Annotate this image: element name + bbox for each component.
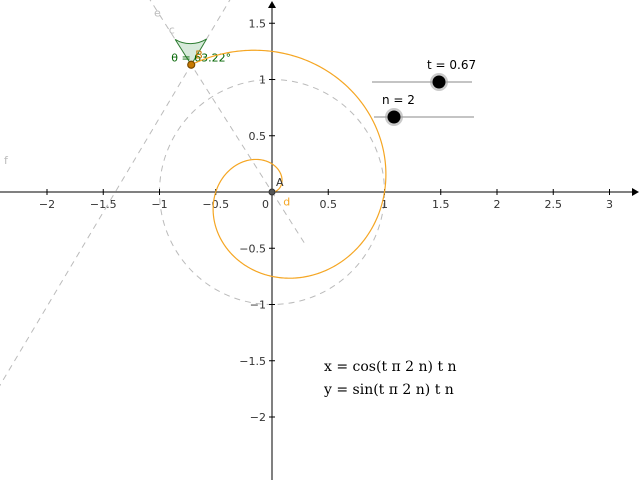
line-label-e: e bbox=[154, 6, 161, 19]
point-a-label: A bbox=[276, 176, 284, 189]
x-tick-label: 0.5 bbox=[320, 198, 338, 211]
parametric-formulas: x = cos(t π 2 n) t n y = sin(t π 2 n) t … bbox=[323, 359, 457, 398]
line-label-c: c bbox=[169, 23, 175, 36]
y-tick-label: 0.5 bbox=[249, 130, 267, 143]
slider-t[interactable]: t = 0.67 bbox=[372, 58, 476, 91]
formula-y: y = sin(t π 2 n) t n bbox=[323, 382, 454, 398]
y-tick-label: −1 bbox=[250, 299, 266, 312]
x-tick-label: 2.5 bbox=[545, 198, 563, 211]
x-tick-label: −1.5 bbox=[90, 198, 117, 211]
y-tick-label: −2 bbox=[250, 411, 266, 424]
x-tick-label: −2 bbox=[39, 198, 55, 211]
origin-label: 0 bbox=[262, 198, 269, 211]
x-tick-label: 1.5 bbox=[432, 198, 450, 211]
x-tick-label: 3 bbox=[606, 198, 613, 211]
y-axis-arrow bbox=[268, 1, 276, 8]
formula-x: x = cos(t π 2 n) t n bbox=[324, 359, 457, 375]
x-tick-label: 2 bbox=[494, 198, 501, 211]
x-axis-arrow bbox=[632, 188, 639, 196]
point-b[interactable] bbox=[187, 60, 196, 69]
y-tick-label: −1.5 bbox=[239, 355, 266, 368]
y-tick-label: −0.5 bbox=[239, 242, 266, 255]
point-a[interactable] bbox=[268, 188, 276, 196]
y-axis-ticks: 1.5 1 0.5 −0.5 −1 −1.5 −2 bbox=[239, 17, 275, 424]
slider-t-knob[interactable] bbox=[432, 75, 446, 89]
points: A B bbox=[187, 49, 284, 196]
slider-n-knob[interactable] bbox=[387, 110, 401, 124]
curve-label-d: d bbox=[283, 196, 290, 209]
y-tick-label: 1 bbox=[259, 74, 266, 87]
y-tick-label: 1.5 bbox=[249, 17, 267, 30]
x-tick-label: −0.5 bbox=[202, 198, 229, 211]
slider-n[interactable]: n = 2 bbox=[374, 93, 474, 126]
angle-sector[interactable] bbox=[174, 38, 208, 66]
slider-t-label: t = 0.67 bbox=[427, 58, 476, 72]
slider-n-label: n = 2 bbox=[382, 93, 415, 107]
point-b-label: B bbox=[195, 49, 203, 62]
spiral-curve-d[interactable] bbox=[190, 49, 387, 279]
x-tick-label: 1 bbox=[381, 198, 388, 211]
x-tick-label: −1 bbox=[151, 198, 167, 211]
spiral-curve-layer: d bbox=[190, 49, 387, 279]
line-labels: c e f bbox=[4, 6, 175, 167]
line-label-f: f bbox=[4, 154, 9, 167]
